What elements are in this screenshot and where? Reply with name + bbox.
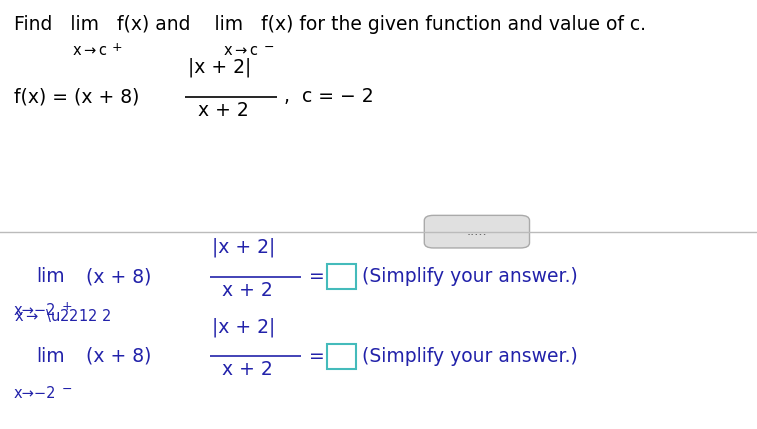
Text: .....: ..... (466, 225, 488, 238)
Bar (327, 344, 356, 369)
Text: (Simplify your answer.): (Simplify your answer.) (362, 267, 578, 286)
Text: x$\rightarrow$c: x$\rightarrow$c (223, 43, 259, 58)
Text: x + 2: x + 2 (198, 101, 248, 120)
Bar (327, 264, 356, 289)
Text: x$\rightarrow$c: x$\rightarrow$c (72, 43, 107, 58)
Text: x$\rightarrow$ \u2212 2: x$\rightarrow$ \u2212 2 (14, 307, 111, 324)
Text: Find   lim   f(x) and    lim   f(x) for the given function and value of c.: Find lim f(x) and lim f(x) for the given… (14, 15, 646, 34)
Text: −: − (263, 41, 274, 54)
Text: =: = (309, 267, 325, 286)
Text: (x + 8): (x + 8) (86, 267, 151, 286)
Text: |x + 2|: |x + 2| (188, 58, 251, 77)
Text: ,  c = − 2: , c = − 2 (284, 87, 373, 106)
Text: −: − (62, 383, 73, 396)
Text: lim: lim (36, 347, 65, 366)
Text: x + 2: x + 2 (222, 281, 273, 300)
Text: |x + 2|: |x + 2| (212, 238, 276, 257)
Text: x→−2: x→−2 (14, 303, 56, 318)
Text: +: + (112, 41, 123, 54)
Text: =: = (309, 347, 325, 366)
Text: x→−2: x→−2 (14, 386, 56, 401)
Text: lim: lim (36, 267, 65, 286)
Text: |x + 2|: |x + 2| (212, 317, 276, 337)
Text: x + 2: x + 2 (222, 360, 273, 379)
Text: f(x) = (x + 8): f(x) = (x + 8) (14, 87, 139, 106)
Text: +: + (62, 300, 73, 313)
FancyBboxPatch shape (424, 215, 530, 248)
Text: (Simplify your answer.): (Simplify your answer.) (362, 347, 578, 366)
Text: (x + 8): (x + 8) (86, 347, 151, 366)
